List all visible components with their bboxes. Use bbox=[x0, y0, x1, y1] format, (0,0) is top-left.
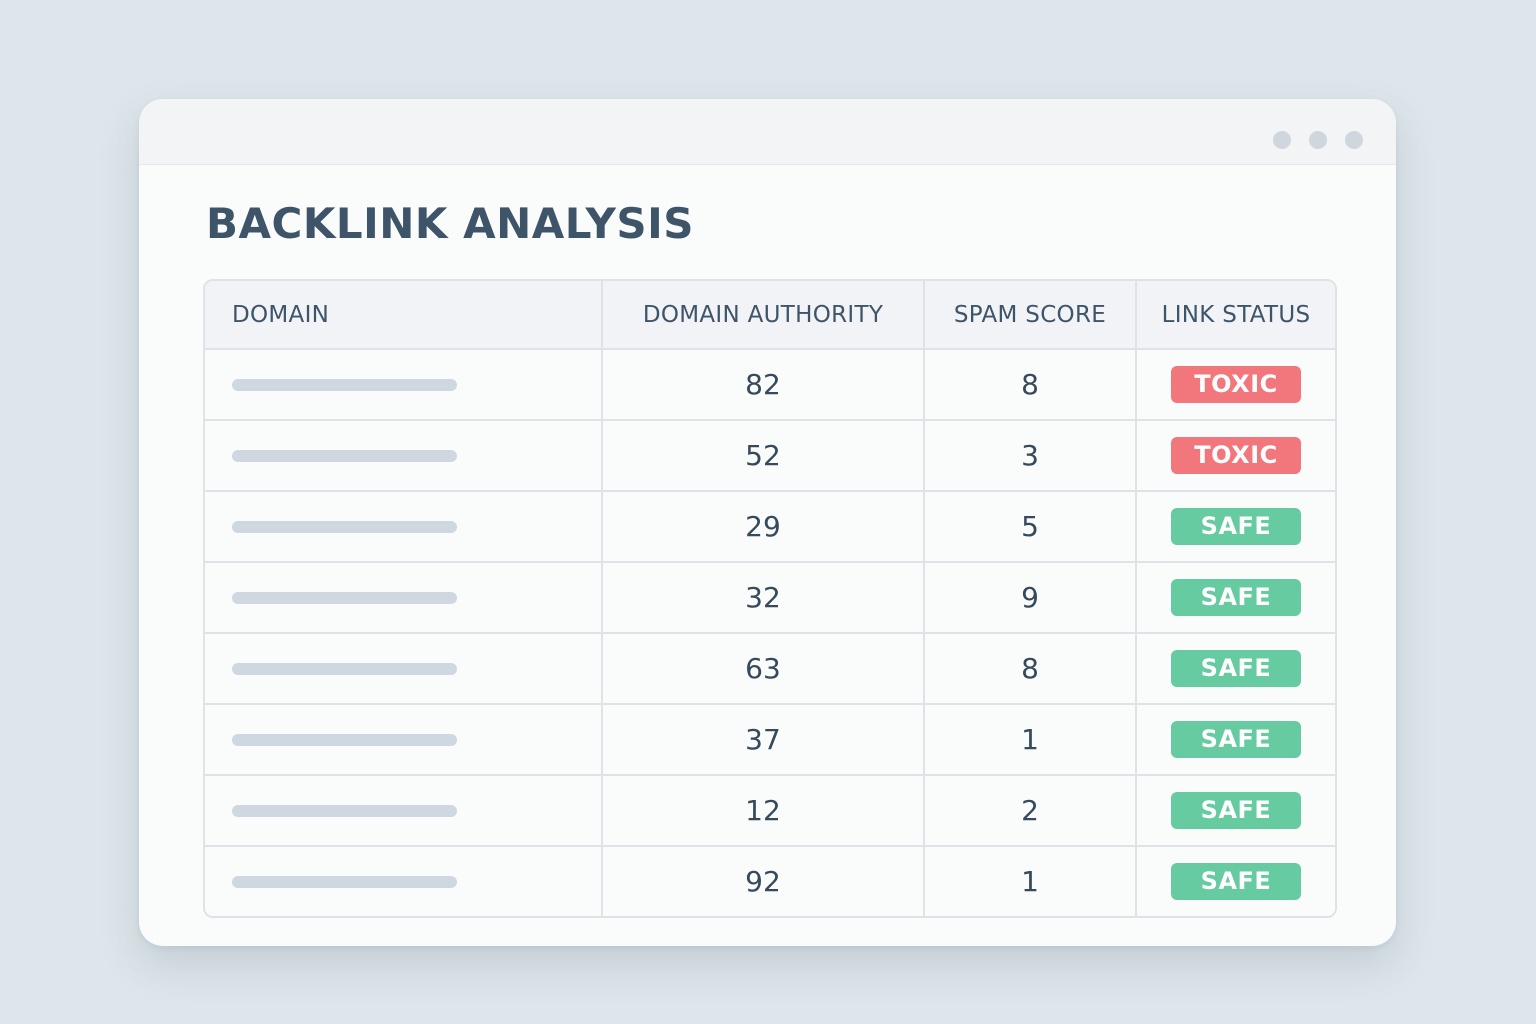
window-controls bbox=[1273, 131, 1363, 149]
domain-placeholder-bar bbox=[232, 733, 457, 746]
table-row[interactable]: 82 8 TOXIC bbox=[205, 350, 1335, 421]
link-status-cell: TOXIC bbox=[1137, 350, 1335, 421]
window-dot-icon[interactable] bbox=[1309, 131, 1327, 149]
status-badge: SAFE bbox=[1171, 579, 1301, 616]
spam-score-cell: 1 bbox=[925, 705, 1137, 776]
domain-placeholder-bar bbox=[232, 662, 457, 675]
spam-score-cell: 3 bbox=[925, 421, 1137, 492]
table-row[interactable]: 32 9 SAFE bbox=[205, 563, 1335, 634]
status-badge: TOXIC bbox=[1171, 437, 1301, 474]
domain-cell bbox=[205, 563, 603, 634]
link-status-cell: SAFE bbox=[1137, 492, 1335, 563]
status-badge: SAFE bbox=[1171, 863, 1301, 900]
app-window: BACKLINK ANALYSIS DOMAIN DOMAIN AUTHORIT… bbox=[139, 99, 1396, 946]
domain-placeholder-bar bbox=[232, 378, 457, 391]
table-header-row: DOMAIN DOMAIN AUTHORITY SPAM SCORE LINK … bbox=[205, 281, 1335, 350]
column-header-domain-authority[interactable]: DOMAIN AUTHORITY bbox=[603, 281, 925, 350]
status-badge: SAFE bbox=[1171, 650, 1301, 687]
spam-score-cell: 8 bbox=[925, 634, 1137, 705]
table-row[interactable]: 12 2 SAFE bbox=[205, 776, 1335, 847]
domain-authority-cell: 52 bbox=[603, 421, 925, 492]
table-body: 82 8 TOXIC 52 3 TOXIC 29 5 SAFE 32 9 SAF… bbox=[205, 350, 1335, 916]
table-row[interactable]: 29 5 SAFE bbox=[205, 492, 1335, 563]
link-status-cell: SAFE bbox=[1137, 634, 1335, 705]
domain-placeholder-bar bbox=[232, 875, 457, 888]
domain-cell bbox=[205, 847, 603, 916]
spam-score-cell: 5 bbox=[925, 492, 1137, 563]
table-row[interactable]: 63 8 SAFE bbox=[205, 634, 1335, 705]
domain-authority-cell: 82 bbox=[603, 350, 925, 421]
domain-placeholder-bar bbox=[232, 804, 457, 817]
column-header-domain[interactable]: DOMAIN bbox=[205, 281, 603, 350]
window-dot-icon[interactable] bbox=[1345, 131, 1363, 149]
domain-authority-cell: 29 bbox=[603, 492, 925, 563]
domain-placeholder-bar bbox=[232, 591, 457, 604]
link-status-cell: SAFE bbox=[1137, 776, 1335, 847]
domain-authority-cell: 63 bbox=[603, 634, 925, 705]
domain-cell bbox=[205, 492, 603, 563]
window-dot-icon[interactable] bbox=[1273, 131, 1291, 149]
spam-score-cell: 8 bbox=[925, 350, 1137, 421]
link-status-cell: SAFE bbox=[1137, 563, 1335, 634]
table-row[interactable]: 52 3 TOXIC bbox=[205, 421, 1335, 492]
domain-placeholder-bar bbox=[232, 520, 457, 533]
page-title: BACKLINK ANALYSIS bbox=[206, 199, 695, 248]
backlink-table: DOMAIN DOMAIN AUTHORITY SPAM SCORE LINK … bbox=[203, 279, 1337, 918]
spam-score-cell: 9 bbox=[925, 563, 1137, 634]
domain-cell bbox=[205, 705, 603, 776]
status-badge: SAFE bbox=[1171, 721, 1301, 758]
column-header-link-status[interactable]: LINK STATUS bbox=[1137, 281, 1335, 350]
table-row[interactable]: 92 1 SAFE bbox=[205, 847, 1335, 916]
status-badge: TOXIC bbox=[1171, 366, 1301, 403]
column-header-spam-score[interactable]: SPAM SCORE bbox=[925, 281, 1137, 350]
domain-authority-cell: 32 bbox=[603, 563, 925, 634]
domain-authority-cell: 37 bbox=[603, 705, 925, 776]
domain-authority-cell: 92 bbox=[603, 847, 925, 916]
spam-score-cell: 2 bbox=[925, 776, 1137, 847]
domain-cell bbox=[205, 350, 603, 421]
link-status-cell: TOXIC bbox=[1137, 421, 1335, 492]
spam-score-cell: 1 bbox=[925, 847, 1137, 916]
domain-placeholder-bar bbox=[232, 449, 457, 462]
status-badge: SAFE bbox=[1171, 508, 1301, 545]
link-status-cell: SAFE bbox=[1137, 847, 1335, 916]
domain-authority-cell: 12 bbox=[603, 776, 925, 847]
table-row[interactable]: 37 1 SAFE bbox=[205, 705, 1335, 776]
link-status-cell: SAFE bbox=[1137, 705, 1335, 776]
domain-cell bbox=[205, 634, 603, 705]
domain-cell bbox=[205, 421, 603, 492]
domain-cell bbox=[205, 776, 603, 847]
status-badge: SAFE bbox=[1171, 792, 1301, 829]
window-titlebar bbox=[139, 99, 1396, 165]
